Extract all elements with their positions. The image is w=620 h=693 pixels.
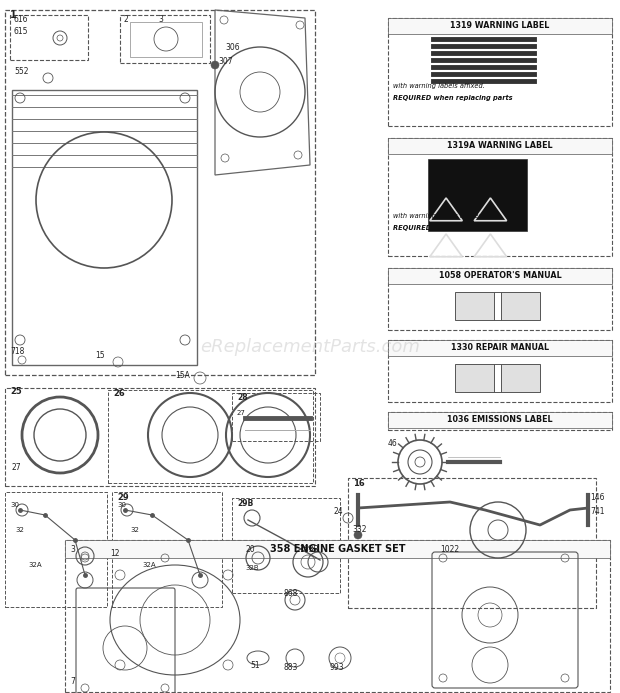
Text: 883: 883 (284, 663, 298, 672)
Text: 718: 718 (10, 347, 24, 356)
Bar (65, 540, 610, 692)
Text: 1022: 1022 (440, 545, 459, 554)
Text: 30: 30 (117, 502, 126, 508)
Circle shape (211, 61, 219, 69)
Text: with warning labels affixed.: with warning labels affixed. (393, 213, 485, 219)
Bar (112, 492, 222, 607)
Text: 32B: 32B (245, 565, 259, 571)
Bar (388, 412, 612, 428)
Text: 24: 24 (333, 507, 343, 516)
Text: 20: 20 (245, 545, 255, 554)
Bar (10, 15, 88, 60)
Text: 1058 OPERATOR'S MANUAL: 1058 OPERATOR'S MANUAL (438, 272, 561, 281)
Text: 868: 868 (284, 588, 298, 597)
Text: 32A: 32A (28, 562, 42, 568)
Bar (5, 388, 315, 486)
Text: 7: 7 (70, 678, 75, 687)
Bar (5, 492, 107, 607)
Text: 616: 616 (14, 15, 29, 24)
Bar (120, 15, 210, 63)
Bar (388, 412, 612, 430)
Bar (388, 268, 612, 330)
Text: 27: 27 (12, 464, 22, 473)
Text: 163B: 163B (299, 545, 319, 554)
Text: 306: 306 (225, 44, 239, 53)
Bar (130, 22, 202, 57)
Text: eReplacementParts.com: eReplacementParts.com (200, 337, 420, 356)
Text: 358 ENGINE GASKET SET: 358 ENGINE GASKET SET (270, 544, 405, 554)
Text: 32: 32 (130, 527, 139, 533)
Bar (232, 498, 340, 593)
Text: 993: 993 (330, 663, 345, 672)
Text: 1319 WARNING LABEL: 1319 WARNING LABEL (450, 21, 550, 30)
Text: 615: 615 (14, 28, 29, 37)
Text: 30: 30 (10, 502, 19, 508)
Text: 15: 15 (95, 351, 105, 360)
Text: REQUIRED when replacing parts: REQUIRED when replacing parts (393, 95, 513, 101)
Text: 28: 28 (237, 392, 247, 401)
Text: 3: 3 (158, 15, 163, 24)
Text: 1319A WARNING LABEL: 1319A WARNING LABEL (447, 141, 553, 150)
Circle shape (354, 531, 362, 539)
Text: 32A: 32A (142, 562, 156, 568)
Text: 12: 12 (110, 548, 120, 557)
Bar (455, 292, 494, 320)
Text: 32: 32 (15, 527, 24, 533)
Bar (5, 10, 315, 375)
Bar (65, 540, 610, 558)
Bar (388, 138, 612, 154)
Text: 1330 REPAIR MANUAL: 1330 REPAIR MANUAL (451, 344, 549, 353)
Text: 16: 16 (353, 478, 365, 487)
Bar (388, 340, 612, 356)
Bar (388, 18, 612, 126)
Bar (388, 340, 612, 402)
Text: 146: 146 (590, 493, 604, 502)
Text: 332: 332 (352, 525, 366, 534)
Bar (108, 390, 313, 483)
Bar (388, 138, 612, 256)
Text: 3: 3 (70, 545, 75, 554)
Text: 29B: 29B (237, 498, 253, 507)
Bar (455, 364, 494, 392)
Text: 51: 51 (250, 660, 260, 669)
Bar (501, 292, 540, 320)
Text: 2: 2 (124, 15, 129, 24)
Text: 27: 27 (237, 410, 246, 416)
Text: 25: 25 (10, 387, 22, 396)
Bar (12, 90, 197, 365)
Text: 46: 46 (388, 439, 398, 448)
Bar (388, 268, 612, 284)
Bar (232, 393, 320, 441)
Text: 1: 1 (10, 10, 17, 20)
Text: 29: 29 (117, 493, 128, 502)
Text: 741: 741 (590, 507, 604, 516)
Text: 307: 307 (218, 58, 232, 67)
Bar (428, 159, 527, 231)
Text: REQUIRED when replacing parts: REQUIRED when replacing parts (393, 225, 513, 231)
Bar (348, 478, 596, 608)
Bar (501, 364, 540, 392)
Bar (388, 18, 612, 34)
Text: 26: 26 (113, 389, 125, 398)
Text: 1036 EMISSIONS LABEL: 1036 EMISSIONS LABEL (447, 416, 553, 425)
Text: 552: 552 (14, 67, 29, 76)
Text: with warning labels affixed.: with warning labels affixed. (393, 83, 485, 89)
Text: 15A: 15A (175, 371, 190, 380)
